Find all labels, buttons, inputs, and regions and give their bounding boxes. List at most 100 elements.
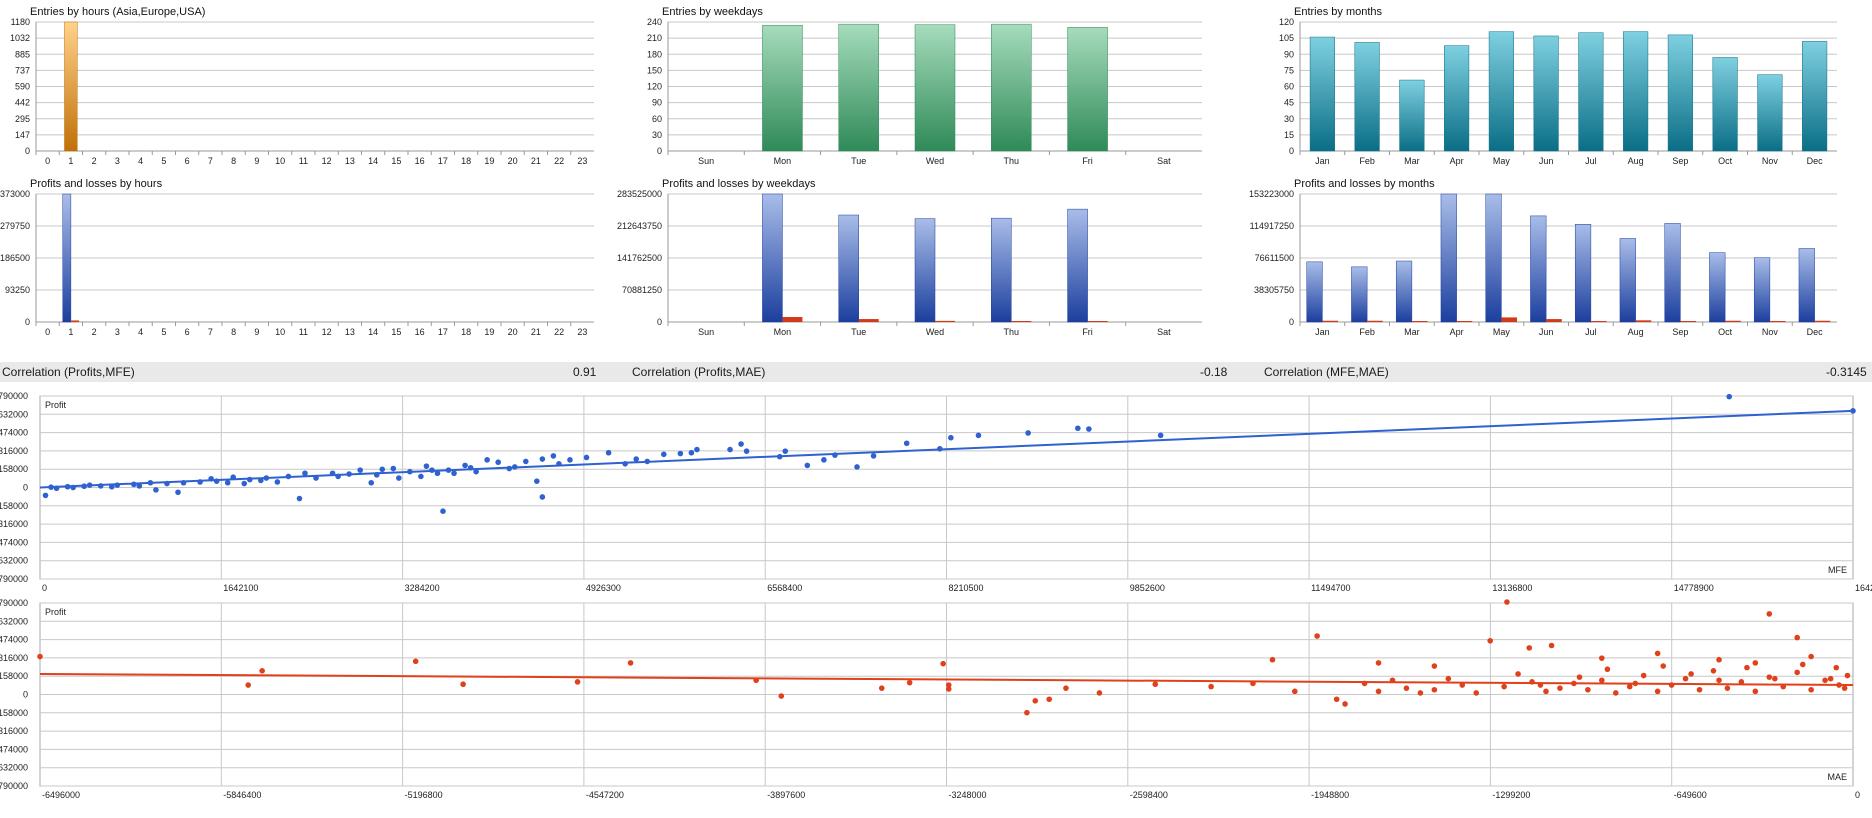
scatter-point <box>412 658 419 665</box>
scatter-point <box>1403 685 1410 691</box>
x-tick-label: Jan <box>1315 156 1330 166</box>
y-tick-label: 90 <box>652 98 662 108</box>
scatter-point <box>1529 679 1535 685</box>
x-tick-label: Wed <box>926 156 944 166</box>
loss-bar <box>1725 320 1741 322</box>
scatter-point <box>506 465 513 472</box>
y-tick-label: -1158000 <box>0 708 28 718</box>
y-tick-label: 180 <box>647 49 662 59</box>
scatter-point <box>246 476 253 483</box>
x-tick-label: 11 <box>299 327 308 337</box>
scatter-point <box>1314 633 1320 639</box>
scatter-point <box>147 479 154 486</box>
x-tick-label: 10 <box>275 156 285 166</box>
x-tick-label: 16421000 <box>1855 583 1872 593</box>
x-tick-label: 12 <box>322 156 332 166</box>
y-tick-label: 590 <box>15 82 30 92</box>
x-tick-label: 6568400 <box>767 583 802 593</box>
corr-profit-mae-value: -0.18 <box>1200 365 1228 379</box>
scatter-point <box>136 483 143 489</box>
y-tick-label: -2316000 <box>0 519 28 529</box>
loss-bar <box>1456 320 1473 322</box>
y-tick-label: 38305750 <box>1254 285 1294 295</box>
x-tick-label: Apr <box>1450 156 1464 166</box>
bar <box>1802 41 1828 152</box>
y-tick-label: 3474000 <box>0 635 28 645</box>
scatter-point <box>1654 688 1661 695</box>
scatter-point <box>1794 669 1800 676</box>
scatter-point <box>1333 696 1340 703</box>
scatter-point <box>1612 690 1619 696</box>
bar <box>1067 27 1108 152</box>
x-tick-label: 2 <box>92 327 97 337</box>
y-tick-label: 212643750 <box>617 221 662 231</box>
scatter-point <box>1389 677 1396 684</box>
scatter-point <box>368 479 375 486</box>
scatter-point <box>1576 674 1583 680</box>
pl-by-hours-chart: Profits and losses by hours 0 93250 186500 2… <box>0 172 600 344</box>
scatter-point <box>1063 685 1069 691</box>
loss-bar <box>1680 320 1697 322</box>
scatter-point <box>1841 685 1848 691</box>
x-tick-label: 7 <box>208 327 213 337</box>
x-tick-label: Jun <box>1539 156 1554 166</box>
corr-mfe-mae-value: -0.3145 <box>1826 365 1867 379</box>
y-tick-label: 15 <box>1284 130 1294 140</box>
x-tick-label: 1 <box>68 327 73 337</box>
loss-bar <box>1322 320 1339 322</box>
y-tick-label: 373000 <box>0 189 30 199</box>
y-tick-label: 737 <box>15 65 30 75</box>
scatter-point <box>1250 680 1256 687</box>
scatter-point <box>296 495 303 502</box>
loss-bar <box>858 319 879 322</box>
y-tick-label: 0 <box>25 317 30 327</box>
scatter-point <box>1604 666 1611 673</box>
x-tick-label: 16 <box>415 327 425 337</box>
x-tick-label: -3248000 <box>949 790 987 800</box>
chart-title: Entries by hours (Asia,Europe,USA) <box>30 6 205 18</box>
y-tick-label: 0 <box>23 690 28 700</box>
bar <box>1354 42 1380 152</box>
x-tick-label: Nov <box>1762 327 1779 337</box>
scatter-point <box>1032 698 1039 704</box>
scatter-point <box>1716 677 1722 684</box>
x-tick-label: 11 <box>299 156 308 166</box>
x-tick-label: 1 <box>68 156 73 166</box>
x-tick-label: Jan <box>1315 327 1330 337</box>
scatter-point <box>804 462 811 469</box>
scatter-point <box>97 483 104 489</box>
scatter-point <box>407 468 413 475</box>
scatter-point <box>945 686 952 692</box>
scatter-point <box>776 453 783 460</box>
x-tick-label: Jul <box>1585 327 1597 337</box>
scatter-point <box>556 460 562 467</box>
x-tick-label: 22 <box>554 156 564 166</box>
scatter-point <box>1557 685 1563 691</box>
scatter-point <box>627 660 634 666</box>
y-tick-label: 105 <box>1279 33 1294 43</box>
scatter-point <box>197 479 203 485</box>
profit-bar <box>62 193 72 323</box>
y-tick-label: 75 <box>1284 65 1294 75</box>
y-tick-label: 70881250 <box>622 285 662 295</box>
scatter-point <box>346 471 352 477</box>
x-tick-label: 0 <box>1855 790 1860 800</box>
y-tick-label: 2316000 <box>0 653 28 663</box>
scatter-point <box>396 475 402 481</box>
x-tick-label: 18 <box>461 327 471 337</box>
x-tick-label: Mon <box>774 327 792 337</box>
scatter-point <box>1654 650 1661 657</box>
y-tick-label: 2316000 <box>0 446 28 456</box>
y-tick-label: 279750 <box>0 221 30 231</box>
scatter-point <box>1696 686 1703 693</box>
y-tick-label: 283525000 <box>617 189 662 199</box>
scatter-point <box>495 459 501 466</box>
scatter-point <box>467 464 474 471</box>
corr-profit-mfe-label: Correlation (Profits,MFE) <box>2 365 135 379</box>
bar <box>64 21 78 152</box>
loss-bar <box>1087 321 1108 322</box>
bar <box>838 23 879 152</box>
scatter-point <box>1269 656 1276 663</box>
